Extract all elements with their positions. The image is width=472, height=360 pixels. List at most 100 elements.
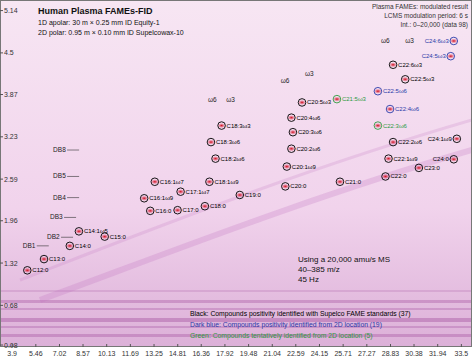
peak-marker	[288, 145, 296, 153]
streak	[40, 150, 472, 300]
x-tick	[461, 344, 462, 347]
peak-label: C20:0	[290, 183, 307, 189]
x-tick-label: 25.71	[334, 350, 352, 357]
peak-marker	[174, 206, 182, 214]
x-tick	[106, 344, 107, 347]
y-tick	[0, 136, 3, 137]
peak-label: C18:1ω9	[214, 179, 239, 185]
peak-spot	[287, 115, 295, 120]
peak-spot	[287, 146, 295, 151]
peak-marker	[415, 164, 423, 172]
peak-spot	[75, 229, 83, 234]
peak-marker	[140, 194, 148, 202]
y-tick-label: 5.14	[4, 7, 18, 14]
annotation: ω3	[226, 96, 235, 103]
peak-spot	[374, 89, 382, 94]
y-tick	[0, 345, 3, 346]
x-tick-label: 17.92	[216, 350, 234, 357]
peak-label: C22:3ω6	[383, 123, 408, 129]
peak-label: C16:1ω9	[149, 195, 174, 201]
peak-spot	[40, 257, 48, 262]
peak-spot	[207, 140, 215, 145]
annotation: DB2	[47, 233, 60, 240]
x-tick-label: 11.69	[122, 350, 139, 357]
peak-spot	[146, 208, 154, 213]
peak-spot	[336, 179, 344, 184]
peak-marker	[282, 183, 290, 191]
peak-label: C24:5ω3	[422, 53, 447, 59]
peak-spot	[23, 268, 31, 273]
x-tick	[319, 344, 320, 347]
annotation: DB4	[53, 194, 66, 201]
peak-spot	[447, 54, 455, 59]
x-tick	[177, 344, 178, 347]
peak-spot	[374, 123, 382, 128]
x-tick-label: 19.48	[240, 350, 258, 357]
peak-spot	[151, 179, 159, 184]
x-tick	[390, 344, 391, 347]
peak-spot	[389, 140, 397, 145]
peak-spot	[101, 234, 109, 239]
x-tick-label: 5.46	[29, 350, 43, 357]
db-leader	[64, 217, 76, 218]
peak-marker	[207, 138, 215, 146]
streak	[20, 120, 472, 280]
peak-label: C17:0	[183, 207, 200, 213]
db-leader	[37, 245, 49, 246]
subtitle: 1D apolar: 30 m × 0.25 mm ID Equity-1	[38, 19, 160, 27]
peak-label: C20:2ω6	[296, 146, 321, 152]
y-tick	[0, 179, 3, 180]
title: Human Plasma FAMEs-FID	[38, 6, 153, 16]
plot-area	[0, 0, 472, 347]
y-tick-label: 0.08	[4, 342, 18, 349]
peak-marker	[218, 122, 226, 130]
peak-marker	[450, 155, 458, 163]
plot-frame	[1, 1, 472, 347]
peak-label: C24:0	[433, 156, 450, 162]
peak-marker	[206, 178, 214, 186]
chart: C12:0C13:0C14:0C14:1ω5C15:0C16:0C16:1ω9C…	[0, 0, 472, 360]
peak-marker	[298, 99, 306, 107]
x-tick-label: 7.02	[53, 350, 67, 357]
peak-marker	[453, 135, 461, 143]
streak	[0, 300, 472, 303]
ms-note: Using a 20,000 amu/s MS	[298, 255, 390, 264]
x-tick-label: 31.94	[429, 350, 447, 357]
peak-spot	[386, 107, 394, 112]
peak-marker	[385, 155, 393, 163]
y-tick-label: 1.96	[4, 217, 18, 224]
peak-label: C16:0	[155, 208, 172, 214]
peak-marker	[450, 37, 458, 45]
peak-label: C22:5ω6	[383, 88, 408, 94]
annotation: ω3	[405, 37, 414, 44]
annotation: DB3	[50, 213, 63, 220]
peak-marker	[389, 61, 397, 69]
x-tick-label: 27.27	[358, 350, 376, 357]
series-0	[23, 61, 461, 274]
x-tick	[366, 344, 367, 347]
peak-marker	[75, 228, 83, 236]
peak-marker	[236, 191, 244, 199]
peak-label: C16:1ω7	[160, 179, 185, 185]
peak-spot	[289, 130, 297, 135]
peak-spot	[281, 184, 289, 189]
x-tick-label: 13.25	[145, 350, 163, 357]
peak-marker	[382, 173, 390, 181]
x-tick-label: 21.04	[264, 350, 282, 357]
peak-label: C20:1ω9	[292, 164, 317, 170]
series-1	[374, 37, 458, 113]
db-leader	[67, 176, 79, 177]
y-tick	[0, 263, 3, 264]
peak-label: C20:3ω6	[298, 129, 323, 135]
peak-marker	[333, 95, 341, 103]
peak-marker	[40, 255, 48, 263]
db-leader	[61, 237, 73, 238]
y-tick-label: 0.68	[4, 302, 18, 309]
plot-bg	[0, 0, 472, 347]
x-tick	[248, 344, 249, 347]
peak-label: C22:2ω6	[398, 139, 423, 145]
peak-spot	[389, 62, 397, 67]
x-tick-label: 33.5	[455, 350, 469, 357]
x-tick	[224, 344, 225, 347]
x-tick	[272, 344, 273, 347]
